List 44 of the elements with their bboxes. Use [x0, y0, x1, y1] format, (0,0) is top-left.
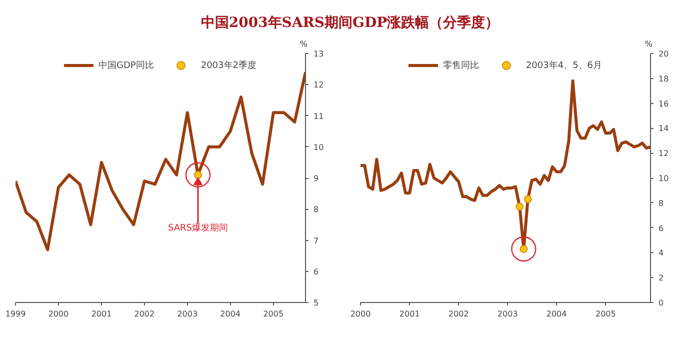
y-tick-label: 5: [314, 298, 319, 308]
x-tick-label: 2002: [448, 310, 469, 318]
x-tick-label: 2005: [263, 310, 284, 318]
x-tick-label: 2003: [177, 310, 198, 318]
y-tick-label: 18: [658, 74, 669, 84]
y-tick-label: 6: [658, 224, 664, 233]
x-tick-label: 2004: [220, 310, 241, 318]
point: [524, 195, 532, 204]
y-tick-label: 8: [314, 205, 319, 214]
x-tick-label: 2000: [350, 310, 371, 318]
y-tick-label: 9: [314, 174, 319, 183]
y-axis-title: %: [300, 40, 308, 48]
x-tick-label: 2001: [91, 310, 112, 318]
legend-label: 中国GDP同比: [98, 60, 154, 72]
y-tick-label: 10: [658, 174, 669, 183]
x-tick-label: 2001: [399, 310, 420, 318]
y-tick-label: 2: [658, 274, 664, 283]
legend-label: 2003年2季度: [200, 60, 256, 72]
line-series: [16, 70, 306, 252]
y-tick-label: 20: [658, 50, 669, 58]
y-tick-label: 12: [314, 80, 324, 90]
x-tick-label: 1999: [5, 310, 26, 318]
x-tick-label: 2003: [497, 310, 518, 318]
y-axis-title: %: [644, 40, 653, 48]
y-tick-label: 7: [314, 236, 319, 246]
x-tick-label: 2004: [546, 310, 567, 318]
x-tick-label: 2000: [48, 310, 69, 318]
legend-label: 2003年4、5、6月: [526, 60, 602, 72]
y-tick-label: 11: [314, 112, 324, 121]
y-tick-label: 6: [314, 267, 319, 276]
text: 中国2003年SARS期间GDP涨跌幅（分季度）: [200, 14, 500, 33]
x-tick-label: 2002: [134, 310, 155, 318]
y-tick-label: 14: [658, 124, 669, 134]
point: [516, 202, 524, 211]
x-tick-label: 2005: [596, 310, 616, 318]
y-tick-label: 16: [658, 99, 669, 108]
y-tick-label: 10: [314, 142, 324, 152]
y-tick-label: 13: [314, 50, 324, 58]
y-tick-label: 8: [658, 198, 664, 208]
legend-label: 零售同比: [442, 60, 479, 72]
y-tick-label: 12: [658, 149, 669, 158]
y-tick-label: 4: [658, 248, 664, 258]
annotation: SARS爆发期间: [168, 222, 228, 234]
y-tick-label: 0: [658, 298, 664, 308]
